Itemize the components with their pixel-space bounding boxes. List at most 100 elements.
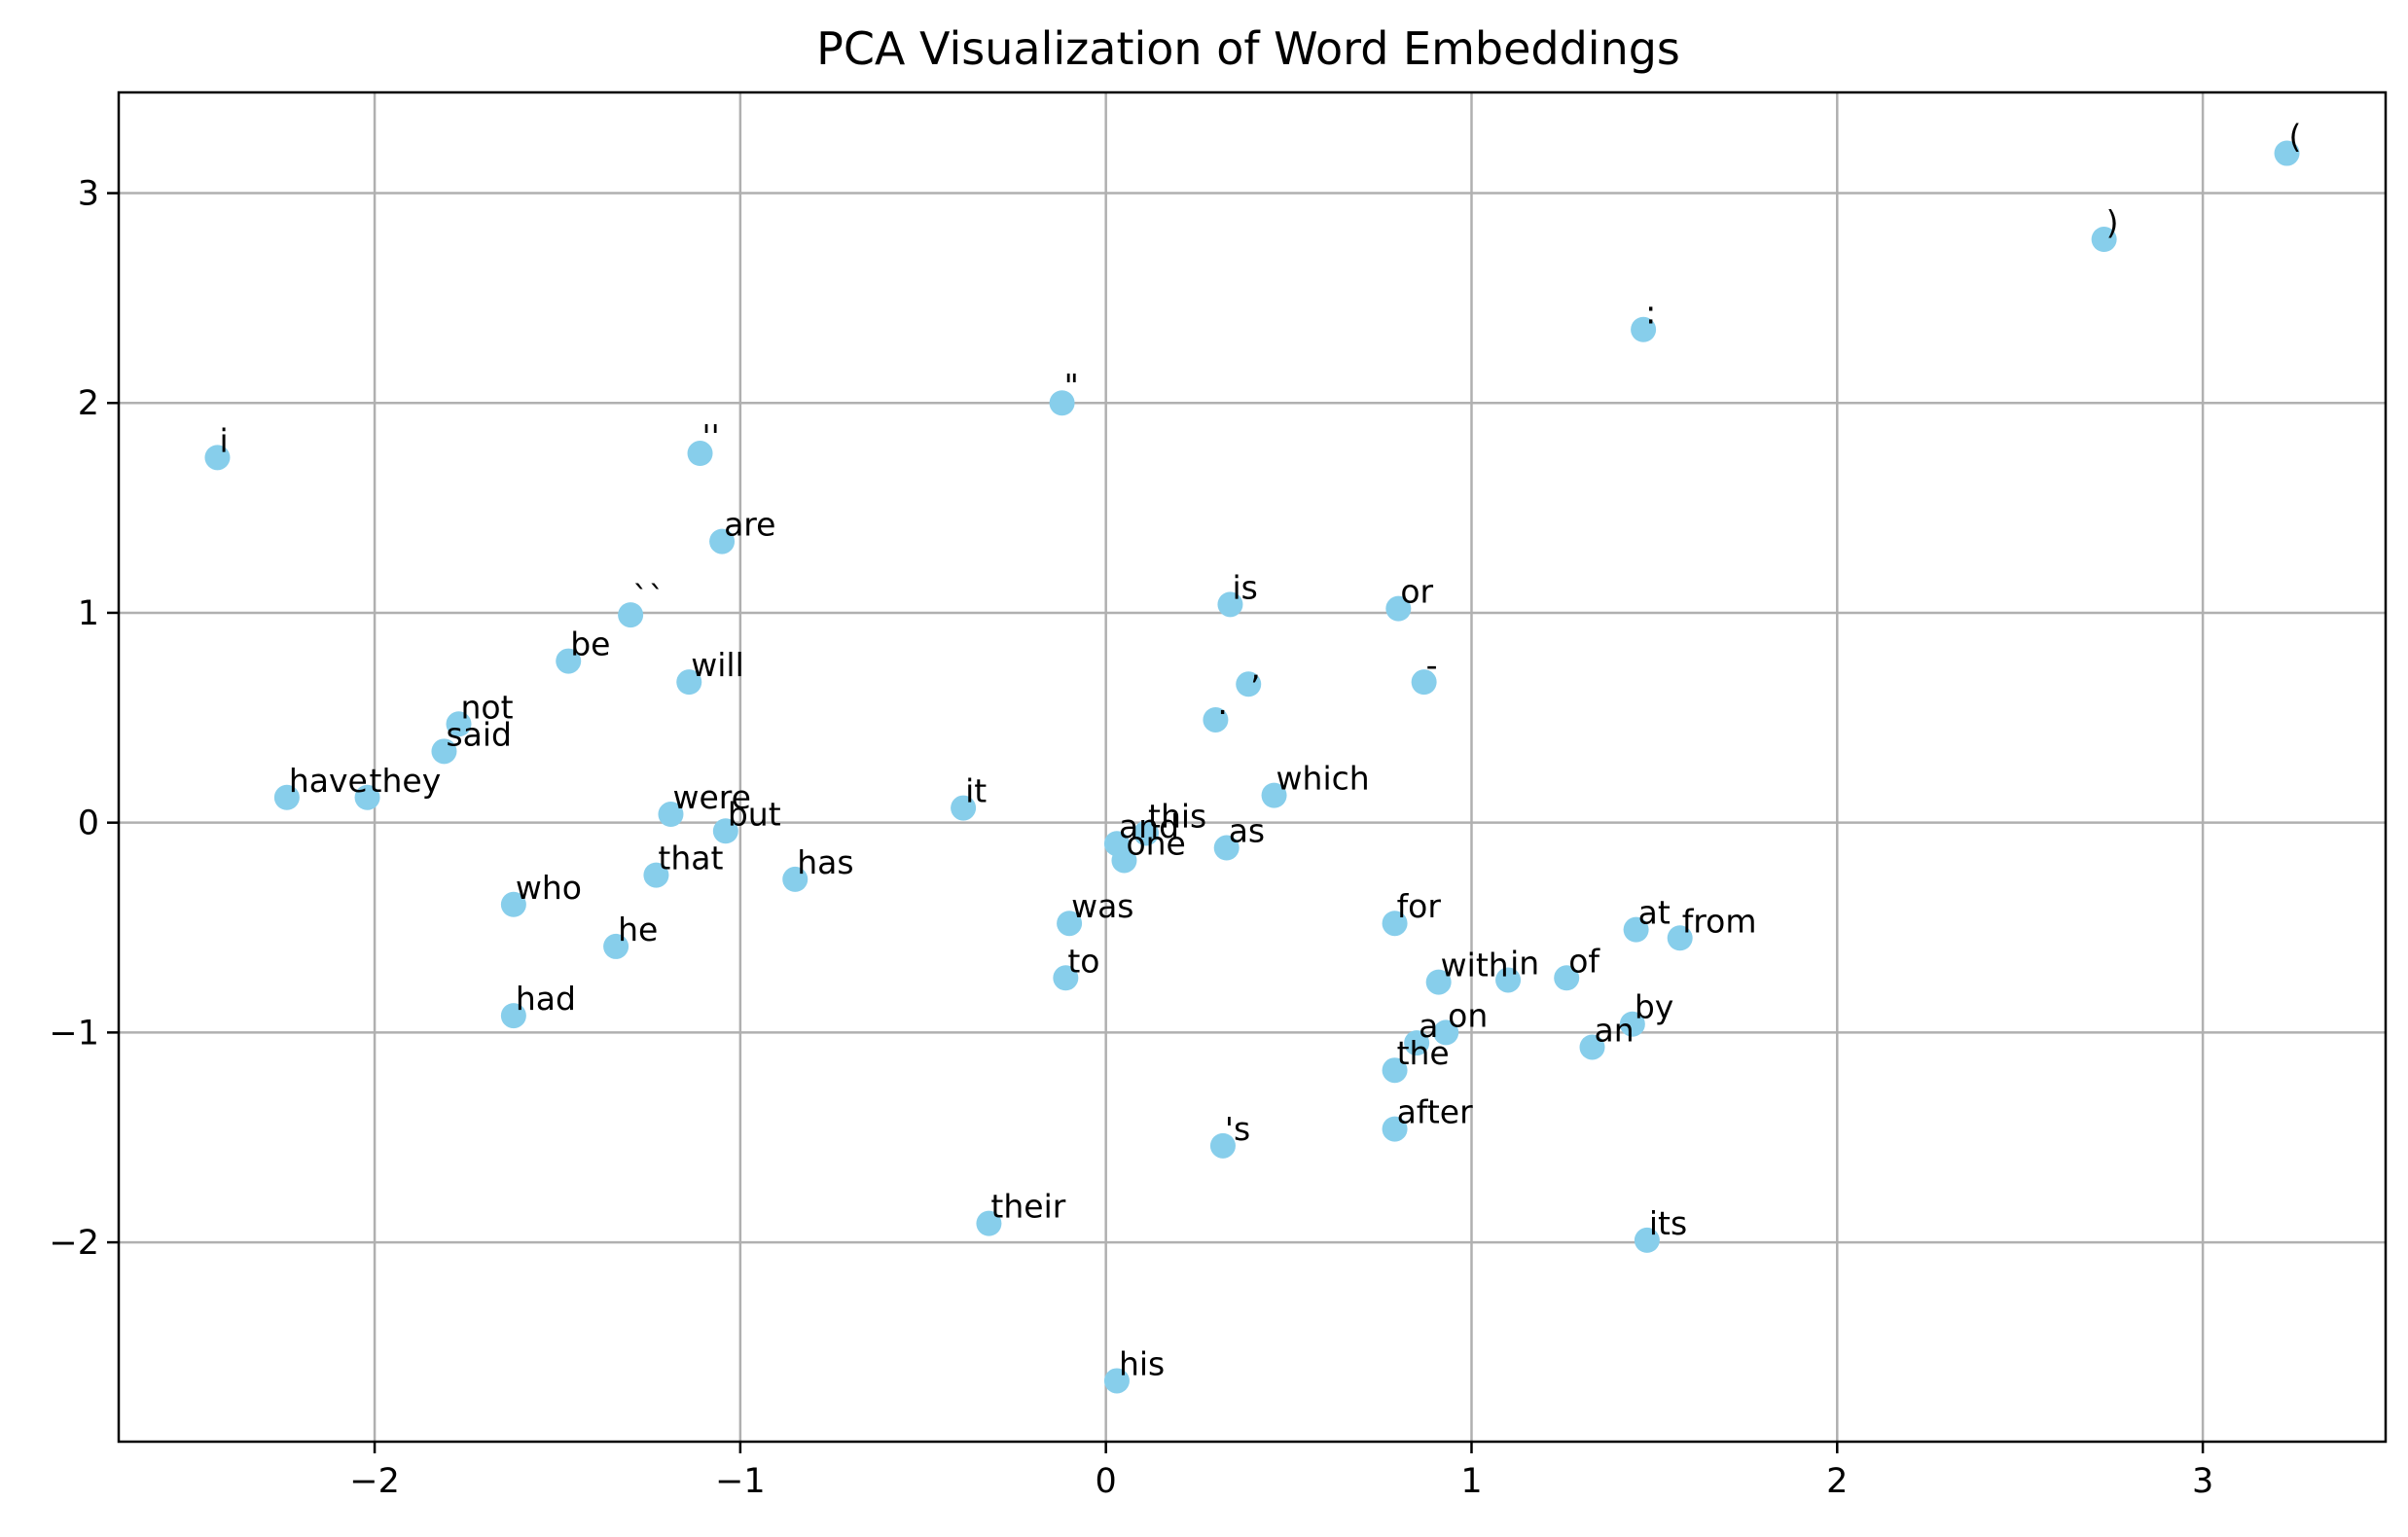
point-label: this	[1148, 797, 1206, 835]
point-label: their	[990, 1188, 1065, 1226]
x-tick-label: −1	[715, 1462, 766, 1501]
scatter-point	[1203, 706, 1229, 733]
scatter-point	[1053, 965, 1079, 991]
scatter-point	[1209, 1132, 1236, 1159]
scatter-point	[1236, 671, 1262, 697]
point-label: an	[1595, 1011, 1635, 1049]
scatter-point	[1667, 925, 1693, 951]
point-label: (	[2289, 118, 2302, 156]
scatter-point	[1579, 1034, 1605, 1060]
point-label: not	[461, 688, 514, 726]
point-label: and	[1119, 807, 1179, 845]
scatter-point	[676, 669, 702, 696]
point-label: to	[1067, 942, 1099, 980]
scatter-point	[1217, 591, 1243, 618]
point-label: from	[1682, 902, 1757, 940]
point-label: i	[219, 421, 228, 459]
point-label: its	[1649, 1204, 1687, 1242]
point-label: but	[728, 795, 781, 833]
scatter-point	[273, 784, 300, 810]
x-tick-label: 3	[2192, 1462, 2213, 1501]
scatter-point	[1382, 1116, 1408, 1142]
scatter-point	[1103, 1368, 1130, 1394]
point-label: ``	[632, 579, 665, 617]
x-tick-label: −2	[349, 1462, 400, 1501]
point-label: a	[1419, 1007, 1438, 1045]
scatter-point	[782, 866, 809, 892]
point-label: ,	[1250, 648, 1261, 686]
scatter-point	[354, 784, 380, 810]
point-label: :	[1645, 294, 1656, 332]
axis-ticks: −2 −1 0 1 2 3 −2 −1 0 1 2 3	[49, 175, 2213, 1501]
point-label: are	[724, 506, 775, 544]
scatter-point	[658, 802, 684, 828]
point-label: on	[1448, 996, 1488, 1034]
point-label: "	[1064, 367, 1079, 405]
point-label: will	[691, 646, 744, 684]
point-label: have	[289, 762, 368, 800]
scatter-point	[951, 795, 977, 821]
y-tick-label: 2	[78, 384, 99, 423]
point-label: one	[1126, 824, 1185, 862]
scatter-point	[1057, 911, 1083, 937]
scatter-point	[1382, 911, 1408, 937]
y-tick-label: 1	[78, 594, 99, 633]
point-label: who	[516, 869, 582, 907]
point-label: was	[1071, 887, 1133, 925]
scatter-point	[712, 818, 738, 844]
plot-area-frame	[117, 90, 2388, 1444]
scatter-point	[687, 441, 713, 467]
point-label: has	[797, 843, 853, 881]
scatter-point	[1411, 669, 1437, 696]
point-label: or	[1400, 573, 1433, 611]
scatter-points	[204, 140, 2300, 1394]
point-label: .	[1217, 684, 1228, 722]
point-label: as	[1229, 812, 1265, 850]
point-label: he	[618, 911, 658, 948]
scatter-point	[1623, 916, 1649, 943]
scatter-point	[1111, 847, 1137, 874]
x-tick-label: 0	[1096, 1462, 1117, 1501]
scatter-point	[500, 891, 526, 917]
scatter-point	[1554, 965, 1580, 991]
chart-title: PCA Visualization of Word Embeddings	[816, 22, 1680, 75]
scatter-point	[603, 933, 629, 959]
scatter-point	[1425, 969, 1452, 995]
scatter-point	[618, 602, 644, 628]
scatter-point	[446, 711, 472, 737]
point-label: with	[1441, 947, 1509, 984]
scatter-point	[1385, 595, 1412, 622]
y-tick-label: −1	[49, 1014, 99, 1053]
scatter-point	[643, 862, 669, 888]
point-label: of	[1568, 942, 1600, 980]
scatter-point	[1404, 1030, 1430, 1056]
point-label: said	[446, 715, 512, 753]
x-tick-label: 2	[1826, 1462, 1848, 1501]
point-label: be	[570, 626, 610, 663]
y-tick-label: −2	[49, 1224, 99, 1263]
point-label: in	[1510, 944, 1539, 982]
scatter-point	[204, 445, 231, 471]
scatter-point	[709, 528, 736, 554]
point-label: at	[1638, 894, 1671, 932]
scatter-point	[1261, 782, 1287, 808]
scatter-point	[1631, 316, 1657, 342]
scatter-point	[1133, 820, 1160, 846]
point-label: were	[672, 778, 750, 816]
scatter-point	[976, 1210, 1002, 1236]
y-tick-label: 0	[78, 804, 99, 843]
point-label: they	[370, 762, 442, 800]
scatter-point	[1213, 835, 1240, 861]
point-label: ''	[702, 417, 720, 455]
point-label: for	[1397, 887, 1442, 925]
point-label: had	[516, 980, 576, 1018]
scatter-point	[500, 1003, 526, 1029]
point-label: is	[1232, 568, 1257, 606]
scatter-point	[1634, 1227, 1660, 1253]
scatter-point	[431, 738, 457, 765]
scatter-point	[1049, 390, 1075, 416]
point-label: -	[1426, 646, 1438, 684]
y-tick-label: 3	[78, 175, 99, 214]
